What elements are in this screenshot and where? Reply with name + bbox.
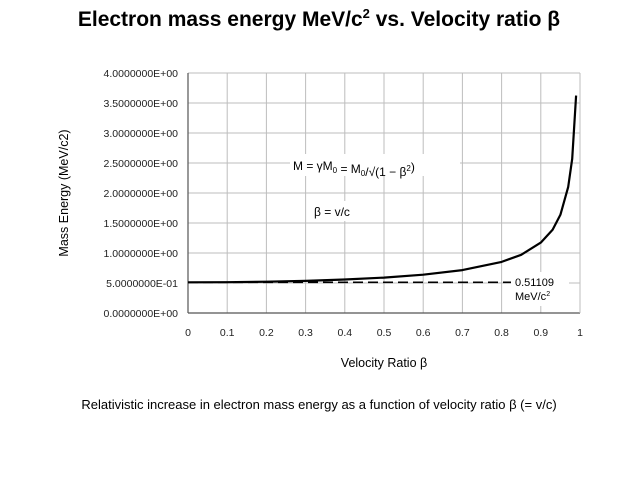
- x-tick-label: 0.7: [455, 327, 470, 339]
- y-tick-label: 3.5000000E+00: [104, 98, 179, 110]
- beta-def-box: [310, 201, 365, 221]
- x-tick-label: 1: [577, 327, 583, 339]
- y-tick-label: 2.5000000E+00: [104, 158, 179, 170]
- figure-caption: Relativistic increase in electron mass e…: [81, 397, 557, 412]
- formula-part: ): [411, 160, 415, 174]
- x-tick-label: 0.6: [416, 327, 431, 339]
- mass-energy-curve: [187, 95, 578, 284]
- y-tick-label: 0.0000000E+00: [104, 308, 179, 320]
- chart-title-text: Electron mass energy MeV/c: [77, 8, 363, 31]
- chart-title-tail: vs. Velocity ratio β: [369, 8, 561, 31]
- series-lines: [187, 95, 578, 284]
- x-tick-label: 0.9: [533, 327, 548, 339]
- formula-part: = M: [337, 162, 361, 176]
- y-tick-label: 4.0000000E+00: [104, 68, 179, 80]
- axis-labels: Velocity Ratio β Mass Energy (MeV/c2): [57, 129, 427, 370]
- formula-part: M = γM: [293, 159, 333, 173]
- x-tick-label: 0.5: [377, 327, 392, 339]
- y-tick-label: 3.0000000E+00: [104, 128, 179, 140]
- rest-unit-text: MeV/c: [515, 291, 547, 303]
- formula-part: 2: [406, 164, 411, 173]
- x-tick-label: 0: [185, 327, 191, 339]
- axes: [187, 73, 581, 314]
- beta-definition: β = v/c: [314, 205, 350, 219]
- rest-unit-sup: 2: [546, 291, 550, 298]
- y-tick-label: 1.0000000E+00: [104, 248, 179, 260]
- chart-title: Electron mass energy MeV/c2 vs. Velocity…: [0, 6, 638, 32]
- annotations: M = γM0 = M0/√(1 − β2)β = v/c0.51109MeV/…: [290, 154, 569, 306]
- rest-value-label: 0.51109: [515, 277, 554, 289]
- x-tick-label: 0.3: [298, 327, 313, 339]
- x-tick-label: 0.8: [494, 327, 509, 339]
- formula-part: 0: [361, 169, 366, 178]
- y-tick-label: 5.0000000E-01: [106, 278, 178, 290]
- rest-unit-label: MeV/c2: [515, 291, 550, 303]
- rest-label-box: [511, 272, 569, 306]
- x-tick-label: 0.1: [220, 327, 235, 339]
- x-axis-label: Velocity Ratio β: [341, 356, 427, 370]
- formula-box: [290, 154, 460, 176]
- y-tick-label: 2.0000000E+00: [104, 188, 179, 200]
- tick-labels: 0 0.1 0.2 0.3 0.4 0.5 0.6 0.7 0.8 0.9 1 0.0000000E+…: [104, 68, 584, 339]
- y-axis-label: Mass Energy (MeV/c2): [57, 129, 71, 256]
- chart-title-sup: 2: [362, 6, 370, 21]
- formula-part: /√(1 − β: [365, 165, 406, 179]
- x-tick-label: 0.2: [259, 327, 274, 339]
- x-tick-label: 0.4: [337, 327, 352, 339]
- formula-part: 0: [333, 166, 338, 175]
- y-tick-label: 1.5000000E+00: [104, 218, 179, 230]
- formula-text: M = γM0 = M0/√(1 − β2): [293, 159, 415, 179]
